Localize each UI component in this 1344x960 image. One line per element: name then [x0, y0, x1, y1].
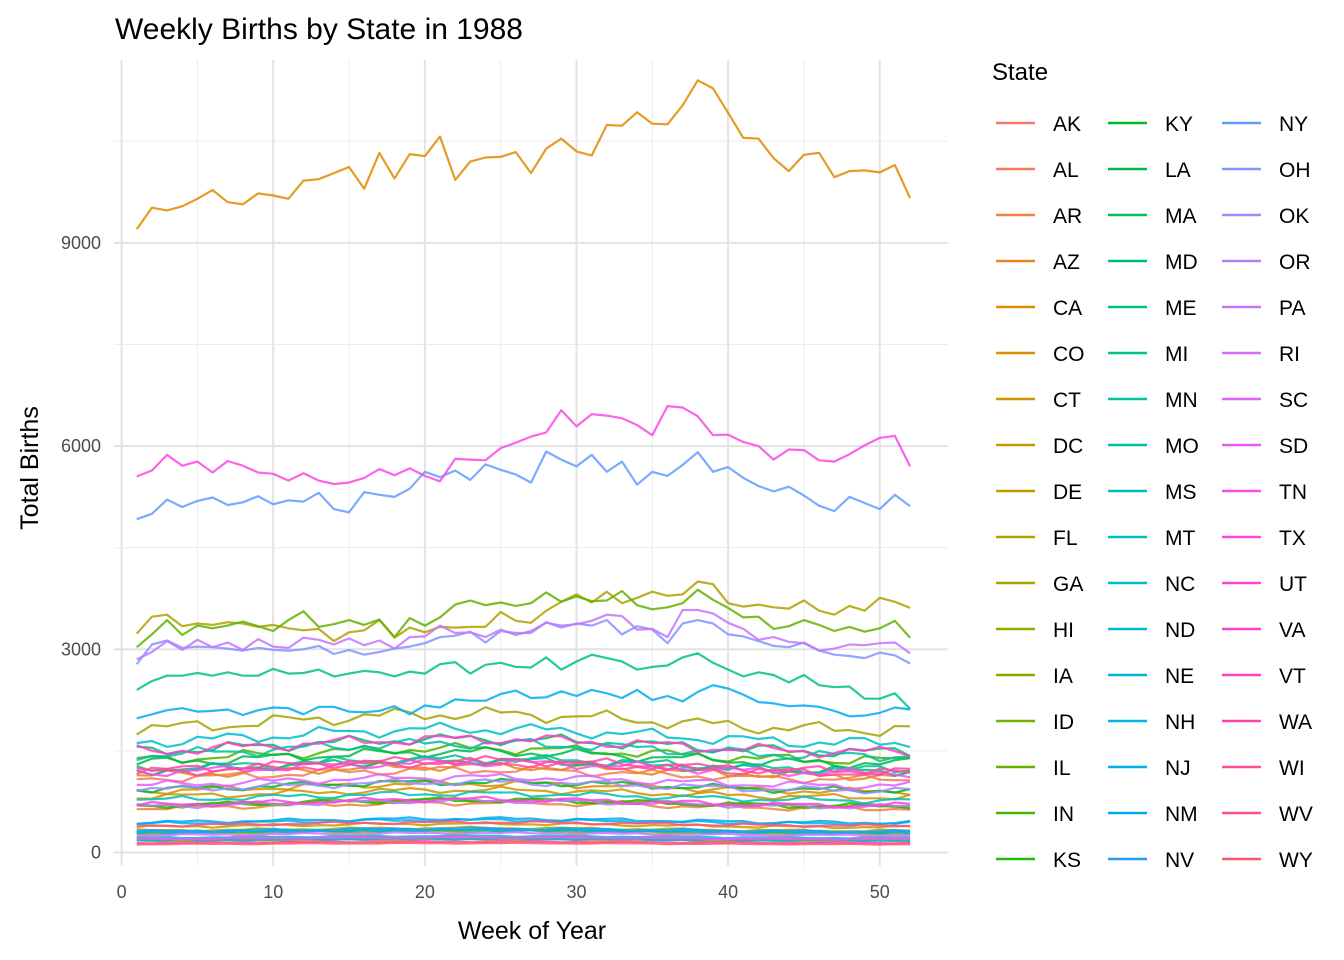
- legend-label-ia: IA: [1053, 665, 1073, 688]
- legend-label-de: DE: [1053, 481, 1082, 504]
- legend-label-wy: WY: [1279, 849, 1313, 872]
- y-axis-title: Total Births: [16, 406, 44, 530]
- legend-label-ok: OK: [1279, 205, 1309, 228]
- x-tick-label: 30: [566, 882, 586, 902]
- legend-label-fl: FL: [1053, 527, 1078, 550]
- series-line-ms: [136, 790, 911, 805]
- legend-label-wa: WA: [1279, 711, 1312, 734]
- series-line-tx: [136, 405, 912, 486]
- legend-label-in: IN: [1053, 803, 1074, 826]
- legend-label-sd: SD: [1279, 435, 1308, 458]
- legend-label-ak: AK: [1053, 113, 1081, 136]
- series-line-sd: [136, 835, 911, 841]
- series-line-nj: [136, 684, 911, 720]
- series-line-nc: [136, 721, 911, 749]
- legend-label-wv: WV: [1279, 803, 1313, 826]
- legend-label-ky: KY: [1165, 113, 1193, 136]
- legend-label-ny: NY: [1279, 113, 1308, 136]
- y-tick-label: 6000: [61, 436, 101, 456]
- series-line-va: [136, 734, 911, 759]
- legend-label-nd: ND: [1165, 619, 1195, 642]
- legend-label-ri: RI: [1279, 343, 1300, 366]
- legend-label-ut: UT: [1279, 573, 1307, 596]
- legend-label-mi: MI: [1165, 343, 1188, 366]
- series-line-wv: [136, 819, 911, 829]
- x-tick-label: 10: [263, 882, 283, 902]
- legend-label-al: AL: [1053, 159, 1079, 182]
- legend-label-me: ME: [1165, 297, 1197, 320]
- legend-label-sc: SC: [1279, 389, 1308, 412]
- x-tick-label: 40: [718, 882, 738, 902]
- legend-label-ms: MS: [1165, 481, 1197, 504]
- series-line-fl: [135, 580, 911, 643]
- legend-label-ga: GA: [1053, 573, 1083, 596]
- series-line-sc: [136, 772, 911, 791]
- legend-label-ca: CA: [1053, 297, 1082, 320]
- legend-label-md: MD: [1165, 251, 1198, 274]
- series-line-ny: [136, 450, 911, 521]
- series-line-or: [136, 797, 911, 810]
- legend-label-tx: TX: [1279, 527, 1306, 550]
- legend-label-tn: TN: [1279, 481, 1307, 504]
- legend: State AK AL AR AZ CA CO CT DC DE FL GA HI IA ID IL IN KS…: [992, 59, 1313, 872]
- series-lines: [135, 79, 912, 846]
- x-tick-label: 50: [870, 882, 890, 902]
- chart-title: Weekly Births by State in 1988: [115, 13, 523, 46]
- legend-label-or: OR: [1279, 251, 1311, 274]
- legend-label-nv: NV: [1165, 849, 1194, 872]
- legend-label-va: VA: [1279, 619, 1305, 642]
- x-axis-title: Week of Year: [458, 917, 606, 945]
- series-line-ca: [135, 79, 912, 230]
- series-line-mi: [136, 652, 911, 710]
- legend-label-co: CO: [1053, 343, 1085, 366]
- series-line-ri: [136, 830, 911, 838]
- legend-label-hi: HI: [1053, 619, 1074, 642]
- legend-label-wi: WI: [1279, 757, 1305, 780]
- series-line-la: [136, 746, 911, 770]
- series-line-wy: [136, 841, 911, 846]
- legend-label-vt: VT: [1279, 665, 1306, 688]
- legend-label-ks: KS: [1053, 849, 1081, 872]
- x-tick-label: 0: [117, 882, 127, 902]
- legend-label-il: IL: [1053, 757, 1071, 780]
- series-line-ut: [136, 795, 911, 809]
- y-tick-label: 3000: [61, 639, 101, 659]
- legend-label-ar: AR: [1053, 205, 1082, 228]
- series-line-ga: [136, 706, 911, 738]
- legend-label-pa: PA: [1279, 297, 1305, 320]
- series-line-pa: [136, 608, 911, 661]
- x-tick-label: 20: [415, 882, 435, 902]
- y-tick-label: 0: [91, 842, 101, 862]
- legend-label-nh: NH: [1165, 711, 1195, 734]
- legend-label-ct: CT: [1053, 389, 1081, 412]
- grid-lines: [114, 60, 948, 866]
- legend-label-ma: MA: [1165, 205, 1197, 228]
- series-line-nm: [136, 816, 911, 825]
- axes: 0 10 20 30 40 50 0 3000 6000 9000: [61, 233, 890, 902]
- legend-label-mt: MT: [1165, 527, 1195, 550]
- legend-label-oh: OH: [1279, 159, 1311, 182]
- legend-label-nc: NC: [1165, 573, 1195, 596]
- series-line-nv: [136, 826, 911, 834]
- series-line-ok: [136, 777, 911, 795]
- y-tick-label: 9000: [61, 233, 101, 253]
- legend-label-az: AZ: [1053, 251, 1080, 274]
- legend-label-ne: NE: [1165, 665, 1194, 688]
- legend-label-id: ID: [1053, 711, 1074, 734]
- legend-title: State: [992, 59, 1048, 86]
- legend-label-mo: MO: [1165, 435, 1199, 458]
- legend-label-la: LA: [1165, 159, 1191, 182]
- legend-label-nj: NJ: [1165, 757, 1191, 780]
- series-line-ks: [136, 796, 911, 810]
- legend-label-dc: DC: [1053, 435, 1083, 458]
- series-line-wi: [136, 756, 911, 778]
- legend-label-mn: MN: [1165, 389, 1198, 412]
- series-line-il: [135, 588, 911, 649]
- legend-label-nm: NM: [1165, 803, 1198, 826]
